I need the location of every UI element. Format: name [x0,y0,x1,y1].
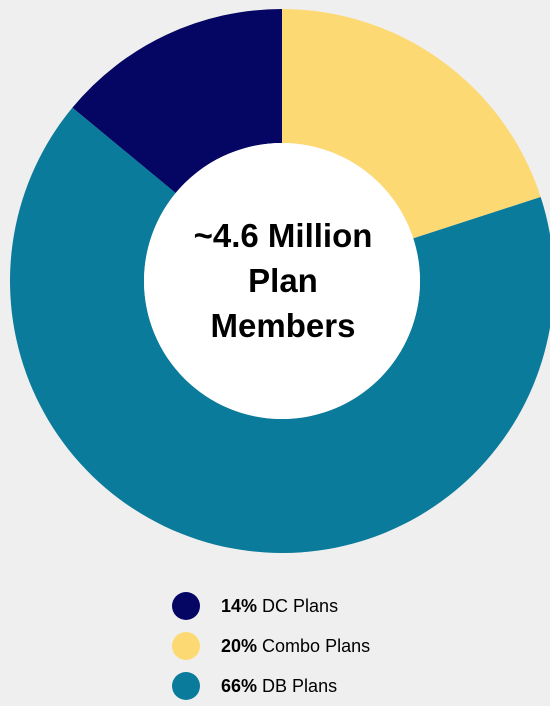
legend-swatch-dc [172,592,200,620]
center-label-line-1: ~4.6 Million [150,213,416,258]
legend-text-dc: 14% DC Plans [221,596,338,617]
legend-item-combo: 20% Combo Plans [172,626,370,666]
donut-chart: ~4.6 Million Plan Members [0,0,550,560]
center-label-line-2: Plan [150,258,416,303]
legend-pct-db: 66% [221,676,257,696]
center-label: ~4.6 Million Plan Members [150,213,416,348]
legend-item-dc: 14% DC Plans [172,586,370,626]
legend-swatch-db [172,672,200,700]
legend-pct-combo: 20% [221,636,257,656]
legend-text-db: 66% DB Plans [221,676,337,697]
legend-item-db: 66% DB Plans [172,666,370,706]
legend-swatch-combo [172,632,200,660]
legend-pct-dc: 14% [221,596,257,616]
legend-label-combo: Combo Plans [262,636,370,656]
center-label-line-3: Members [150,303,416,348]
legend-label-dc: DC Plans [262,596,338,616]
legend-text-combo: 20% Combo Plans [221,636,370,657]
legend-label-db: DB Plans [262,676,337,696]
legend: 14% DC Plans 20% Combo Plans 66% DB Plan… [172,586,370,706]
